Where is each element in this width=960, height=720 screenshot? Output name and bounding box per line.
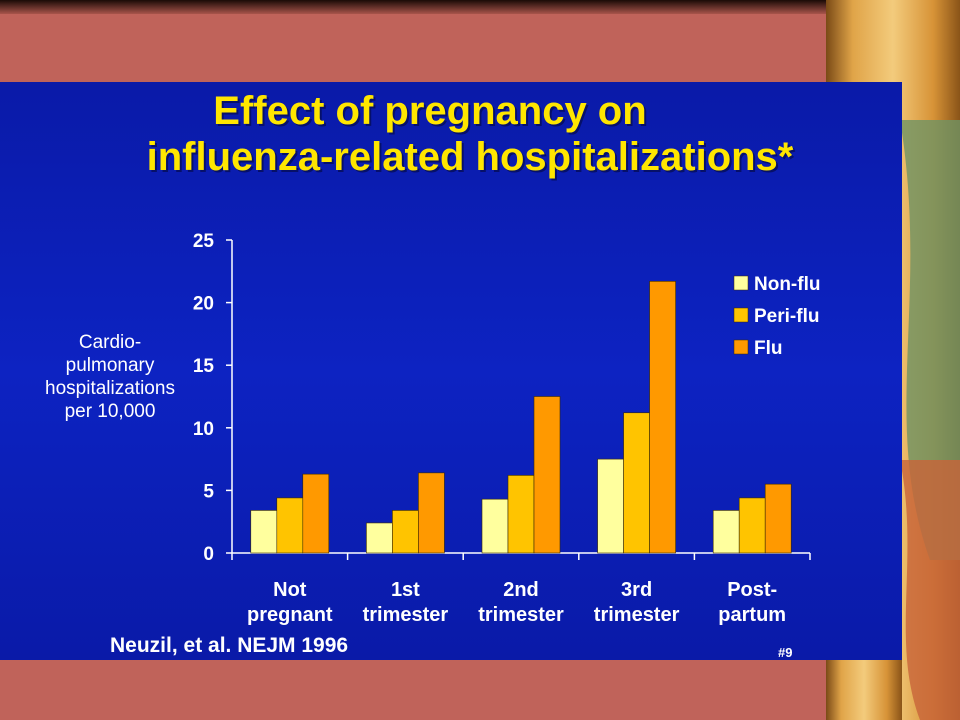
y-axis-label-line: pulmonary [65, 355, 155, 376]
slide-title-line-1: Effect of pregnancy on [213, 89, 647, 133]
y-axis-label-line: Cardio- [78, 332, 142, 353]
slide-number: #9 [778, 645, 793, 660]
slide-panel [0, 82, 902, 660]
y-axis-label: Cardio- pulmonary hospitalizations per 1… [20, 331, 200, 423]
y-axis-label-line: per 10,000 [64, 401, 156, 422]
citation: Neuzil, et al. NEJM 1996 [110, 634, 349, 657]
slide-title-line-2: influenza-related hospitalizations* [146, 135, 794, 179]
y-axis-label-line: hospitalizations [45, 378, 175, 399]
